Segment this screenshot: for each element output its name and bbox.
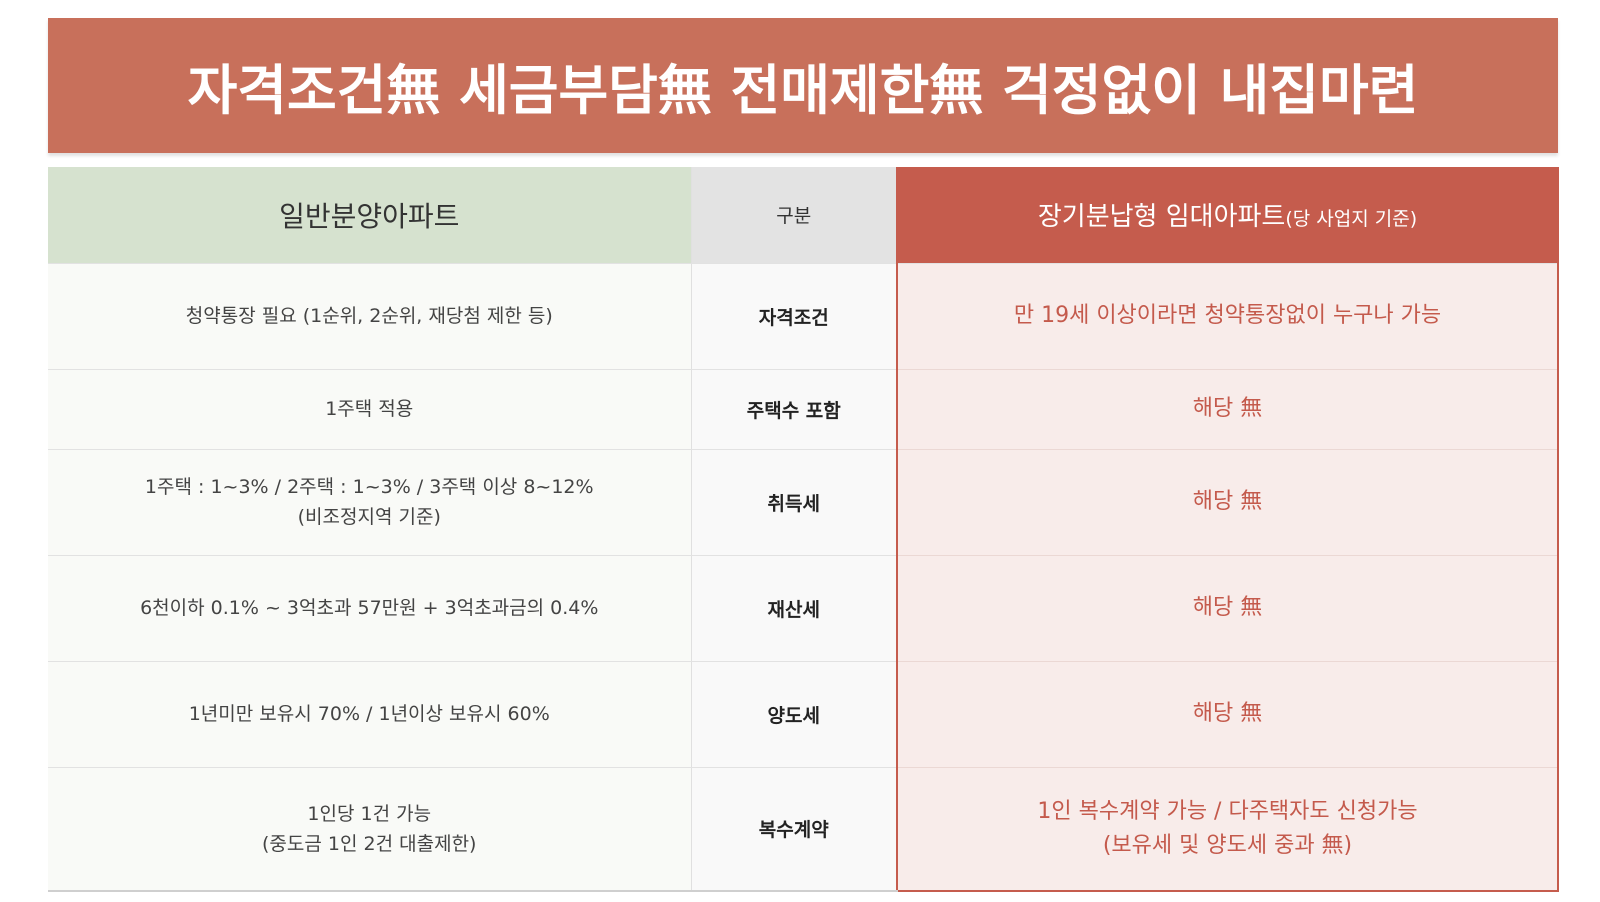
title-banner: 자격조건無 세금부담無 전매제한無 걱정없이 내집마련	[48, 18, 1558, 153]
general-cell: 1년미만 보유시 70% / 1년이상 보유시 60%	[48, 661, 692, 768]
header-rental-main: 장기분납형 임대아파트	[1037, 202, 1286, 233]
rental-cell: 해당 無	[896, 661, 1559, 768]
rental-cell: 해당 無	[896, 555, 1559, 662]
table-row: 1주택 적용 주택수 포함 해당 無	[48, 369, 1559, 450]
category-cell: 자격조건	[691, 263, 898, 370]
comparison-table: 일반분양아파트 구분 장기분납형 임대아파트(당 사업지 기준) 청약통장 필요…	[48, 167, 1559, 892]
general-cell: 1주택 적용	[48, 369, 692, 450]
category-cell: 양도세	[691, 661, 898, 768]
category-cell: 취득세	[691, 449, 898, 556]
rental-cell: 1인 복수계약 가능 / 다주택자도 신청가능 (보유세 및 양도세 중과 無)	[896, 767, 1559, 892]
table-row: 1년미만 보유시 70% / 1년이상 보유시 60% 양도세 해당 無	[48, 661, 1559, 768]
table-row: 청약통장 필요 (1순위, 2순위, 재당첨 제한 등) 자격조건 만 19세 …	[48, 263, 1559, 370]
header-general-apartment: 일반분양아파트	[48, 167, 692, 264]
table-row: 6천이하 0.1% ~ 3억초과 57만원 + 3억초과금의 0.4% 재산세 …	[48, 555, 1559, 662]
general-cell: 청약통장 필요 (1순위, 2순위, 재당첨 제한 등)	[48, 263, 692, 370]
general-cell: 1인당 1건 가능 (중도금 1인 2건 대출제한)	[48, 767, 692, 892]
category-cell: 주택수 포함	[691, 369, 898, 450]
header-rental-apartment: 장기분납형 임대아파트(당 사업지 기준)	[896, 167, 1559, 264]
category-cell: 재산세	[691, 555, 898, 662]
header-category: 구분	[691, 167, 898, 264]
table-row: 1주택 : 1~3% / 2주택 : 1~3% / 3주택 이상 8~12% (…	[48, 449, 1559, 556]
general-cell: 6천이하 0.1% ~ 3억초과 57만원 + 3억초과금의 0.4%	[48, 555, 692, 662]
rental-cell: 해당 無	[896, 369, 1559, 450]
rental-cell: 만 19세 이상이라면 청약통장없이 누구나 가능	[896, 263, 1559, 370]
category-cell: 복수계약	[691, 767, 898, 892]
banner-title: 자격조건無 세금부담無 전매제한無 걱정없이 내집마련	[187, 59, 1419, 122]
header-rental-sub: (당 사업지 기준)	[1285, 208, 1418, 231]
general-cell: 1주택 : 1~3% / 2주택 : 1~3% / 3주택 이상 8~12% (…	[48, 449, 692, 556]
rental-cell: 해당 無	[896, 449, 1559, 556]
table-header-row: 일반분양아파트 구분 장기분납형 임대아파트(당 사업지 기준)	[48, 167, 1559, 264]
table-row: 1인당 1건 가능 (중도금 1인 2건 대출제한) 복수계약 1인 복수계약 …	[48, 767, 1559, 892]
